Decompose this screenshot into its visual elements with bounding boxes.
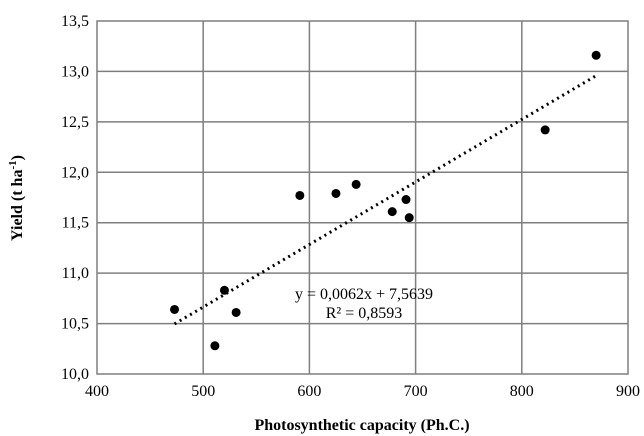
y-tick-label: 10,0 [61,366,89,383]
x-tick-label: 500 [191,383,215,400]
grid-lines [97,21,628,374]
data-points [170,50,601,351]
y-tick-label: 12,0 [61,164,89,181]
data-point [331,188,341,198]
y-tick-label: 11,0 [62,265,89,282]
plot-frame [96,20,629,375]
trendline-r-squared: R² = 0,8593 [326,305,403,322]
y-tick-label: 13,0 [61,63,89,80]
data-point [210,341,220,351]
y-tick-label: 10,5 [61,316,89,333]
data-point [231,307,241,317]
y-axis-title: Yield (t ha-1) [7,155,26,241]
x-tick-label: 600 [297,383,321,400]
y-tick-label: 13,5 [61,13,89,30]
y-axis-title-main: Yield (t ha [9,170,26,241]
x-axis-title: Photosynthetic capacity (Ph.C.) [254,417,469,434]
data-point [387,207,397,217]
data-point [219,285,229,295]
y-axis-title-close: ) [9,155,26,160]
data-point [540,125,550,135]
x-tick-label: 400 [85,383,109,400]
x-tick-label: 900 [616,383,640,400]
y-tick-labels: 10,0 10,5 11,0 11,5 12,0 12,5 13,0 13,5 [61,13,89,383]
y-axis-title-superscript: -1 [7,160,19,169]
data-point [404,213,414,223]
data-point [295,190,305,200]
data-point [351,179,361,189]
x-tick-labels: 400 500 600 700 800 900 [85,383,640,400]
y-tick-label: 12,5 [61,114,89,131]
x-tick-label: 700 [404,383,428,400]
y-tick-label: 11,5 [62,215,89,232]
data-point [591,50,601,60]
data-point [170,304,180,314]
x-tick-label: 800 [510,383,534,400]
trendline-equation: y = 0,0062x + 7,5639 [295,286,433,303]
data-point [401,195,411,205]
